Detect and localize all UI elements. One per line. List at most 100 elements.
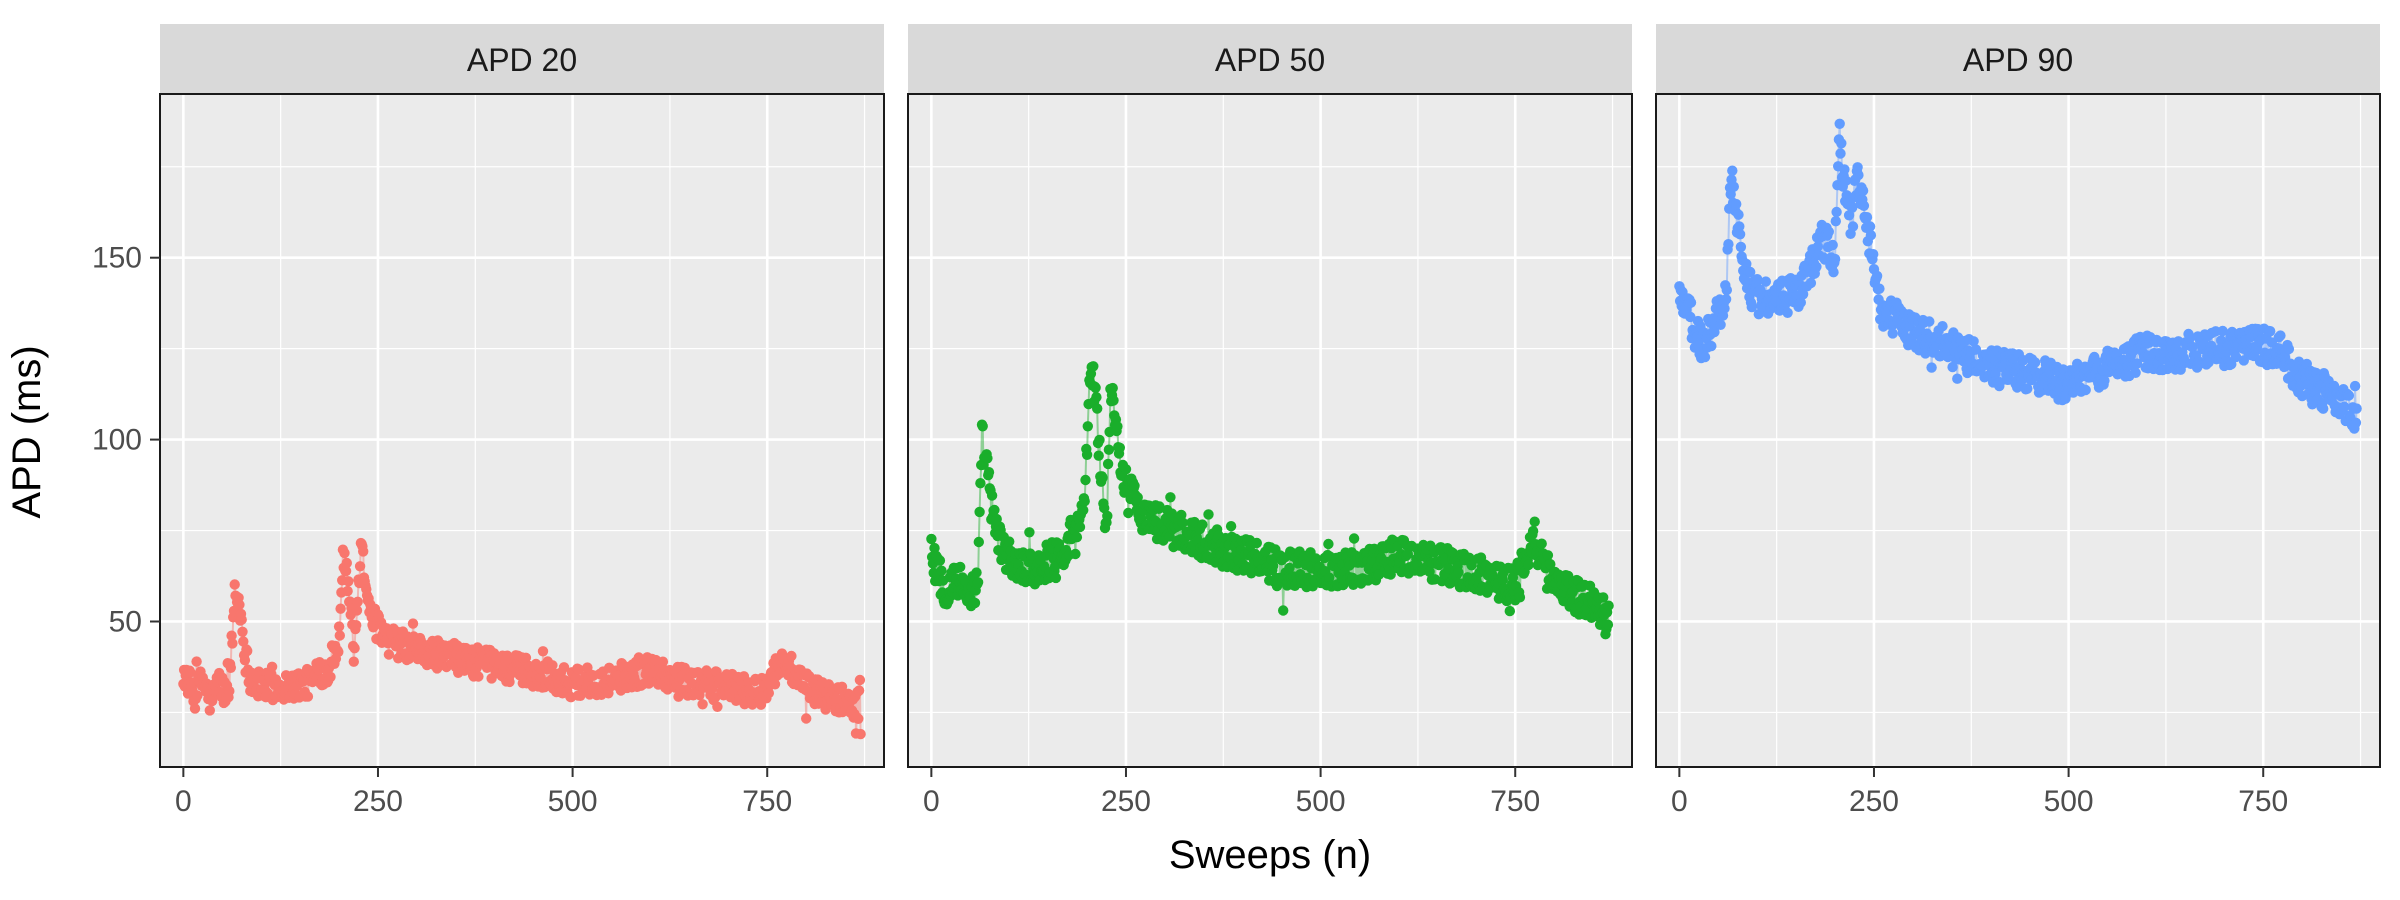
data-point — [342, 585, 353, 597]
strip-background — [908, 24, 1632, 94]
panel-border — [159, 93, 885, 768]
x-tick-label: 0 — [175, 785, 192, 818]
data-point — [2230, 351, 2242, 363]
data-point — [1004, 536, 1015, 547]
x-tick-label: 750 — [2238, 785, 2288, 818]
data-point — [407, 618, 419, 629]
data-point — [1731, 198, 1742, 210]
data-point — [229, 579, 240, 590]
data-point — [2130, 367, 2141, 378]
data-point — [339, 547, 350, 559]
data-point — [1924, 316, 1935, 327]
data-point — [2275, 330, 2286, 341]
data-point — [1091, 392, 1102, 403]
data-point — [2029, 357, 2041, 368]
data-point — [236, 614, 247, 625]
data-point — [786, 650, 797, 662]
data-point — [1721, 284, 1733, 296]
data-point — [2080, 384, 2091, 396]
x-tick-label: 0 — [1671, 785, 1688, 818]
data-point — [657, 656, 669, 667]
data-point — [358, 546, 369, 557]
data-point — [1864, 221, 1876, 232]
data-point — [1092, 403, 1103, 414]
data-point — [2343, 390, 2355, 401]
data-point — [1323, 538, 1334, 550]
data-point — [2162, 363, 2173, 375]
data-point — [189, 703, 201, 714]
data-point — [1733, 209, 1744, 220]
data-point — [855, 728, 866, 740]
data-point — [226, 630, 237, 641]
data-point — [1123, 507, 1134, 519]
data-point — [1545, 559, 1556, 570]
data-point — [1050, 572, 1062, 584]
data-point — [1734, 229, 1746, 240]
data-point — [1865, 230, 1877, 241]
data-point — [1102, 510, 1113, 522]
y-axis-title: APD (ms) — [5, 345, 49, 518]
data-point — [191, 656, 202, 667]
data-point — [989, 504, 1000, 516]
data-point — [969, 597, 981, 609]
data-point — [2283, 343, 2295, 355]
data-point — [1797, 289, 1809, 300]
data-point — [1852, 162, 1863, 173]
data-points — [178, 537, 866, 740]
data-point — [1278, 605, 1289, 616]
data-point — [926, 533, 937, 545]
data-point — [836, 681, 848, 692]
data-point — [769, 679, 781, 690]
data-point — [1114, 442, 1126, 453]
panel-background — [908, 94, 1632, 767]
data-point — [973, 536, 984, 548]
data-point — [1523, 559, 1534, 571]
data-point — [1823, 226, 1835, 237]
data-point — [1926, 362, 1937, 373]
data-point — [1078, 505, 1089, 516]
data-point — [1847, 221, 1859, 232]
data-point — [1107, 382, 1118, 394]
data-point — [352, 596, 363, 607]
data-point — [1968, 336, 1979, 347]
data-point — [1603, 600, 1614, 611]
data-point — [1024, 527, 1035, 538]
data-point — [1536, 538, 1547, 549]
x-tick-label: 750 — [742, 785, 792, 818]
data-point — [1709, 326, 1720, 338]
data-point — [1542, 550, 1554, 561]
data-point — [975, 478, 986, 489]
data-point — [334, 630, 345, 641]
data-point — [1840, 175, 1852, 186]
x-tick-label: 500 — [548, 785, 598, 818]
data-point — [1685, 297, 1697, 308]
data-point — [1120, 464, 1132, 475]
data-point — [972, 577, 984, 588]
data-point — [1112, 421, 1123, 432]
data-point — [1402, 548, 1414, 560]
data-point — [237, 626, 248, 637]
data-points — [1674, 118, 2362, 434]
data-point — [1507, 572, 1519, 583]
data-point — [238, 636, 249, 647]
strip-background — [160, 24, 884, 94]
data-point — [1734, 221, 1745, 232]
data-point — [2217, 325, 2228, 337]
data-point — [1504, 605, 1516, 617]
data-point — [535, 672, 546, 683]
data-point — [1745, 266, 1756, 278]
panel-border — [907, 93, 1633, 768]
data-point — [1529, 516, 1540, 527]
data-point — [977, 421, 988, 432]
data-point — [1093, 450, 1104, 461]
data-point — [333, 646, 344, 658]
data-point — [2099, 375, 2110, 386]
data-point — [1081, 449, 1093, 460]
data-point — [349, 643, 360, 654]
x-axis-title: Sweeps (n) — [1169, 833, 1371, 877]
data-point — [936, 565, 947, 576]
data-point — [333, 621, 345, 632]
data-point — [1735, 241, 1747, 253]
data-point — [2339, 401, 2350, 412]
